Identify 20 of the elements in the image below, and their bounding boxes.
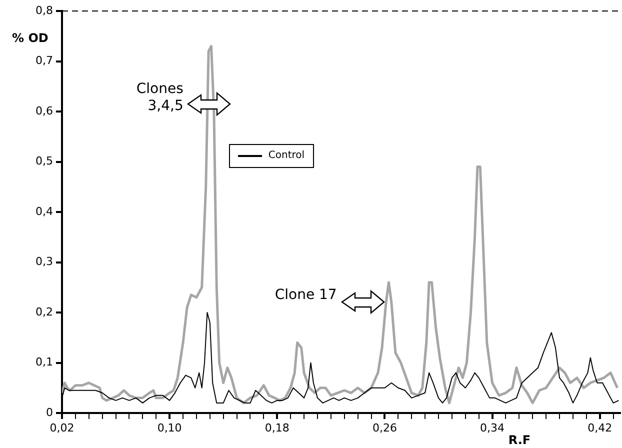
y-axis-title: % OD [12, 31, 48, 45]
x-tick-label: 0,18 [264, 421, 290, 434]
y-tick-label: 0,8 [36, 4, 53, 17]
x-tick-label: 0,10 [157, 421, 182, 434]
y-tick-label: 0,2 [36, 305, 53, 318]
annotation: Clones 3,4,5 [136, 81, 184, 116]
x-tick-label: 0,02 [50, 421, 74, 434]
x-tick-label: 0,26 [372, 421, 397, 434]
y-tick-label: 0,6 [36, 104, 53, 118]
x-tick-label: 0,42 [588, 421, 612, 434]
y-tick-label: 0,5 [36, 154, 53, 168]
legend-label: Control [268, 150, 305, 162]
y-tick-label: 0,7 [36, 54, 53, 68]
y-tick-label: 0,3 [36, 255, 53, 268]
annotation: Clone 17 [274, 287, 337, 304]
y-tick-label: 0 [46, 406, 53, 419]
x-axis-title: R.F [508, 433, 531, 447]
y-tick-label: 0,4 [36, 204, 53, 218]
x-tick-label: 0,34 [480, 421, 505, 434]
y-tick-label: 0,1 [36, 356, 53, 369]
